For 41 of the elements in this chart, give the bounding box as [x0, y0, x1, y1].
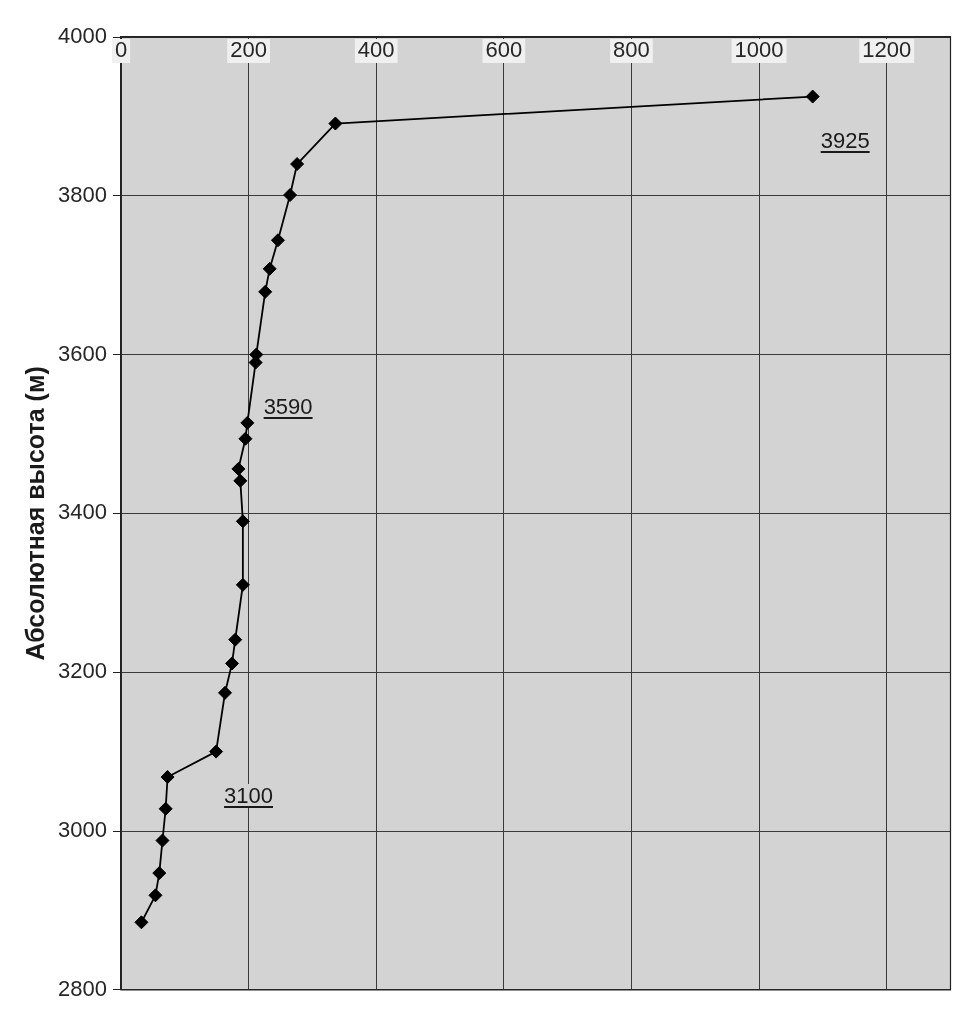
x-tick-label: 1200	[862, 37, 912, 63]
point	[233, 473, 248, 488]
x-tick-label: 200	[230, 37, 267, 63]
point	[160, 770, 175, 785]
point	[155, 833, 170, 848]
y-tick-label: 2800	[58, 975, 107, 1001]
y-tick-label: 4000	[58, 23, 107, 49]
point	[283, 188, 298, 203]
point	[148, 888, 163, 903]
y-tick-label: 3600	[58, 340, 107, 366]
y-tick-label: 3800	[58, 181, 107, 207]
point	[805, 89, 820, 104]
point	[134, 915, 149, 930]
y-tick-label: 3000	[58, 817, 107, 843]
point	[238, 431, 253, 446]
annotation: 3925	[818, 127, 872, 153]
point	[231, 461, 246, 476]
point	[235, 514, 250, 529]
point	[152, 866, 167, 881]
point	[328, 116, 343, 131]
x-tick-label: 800	[613, 37, 650, 63]
y-tick-label: 3200	[58, 658, 107, 684]
x-tick-label: 600	[485, 37, 523, 63]
point	[218, 685, 233, 700]
point	[158, 801, 173, 816]
point	[290, 157, 305, 172]
y-tick-label: 3400	[58, 499, 107, 525]
point	[262, 261, 277, 276]
annotation: 3100	[222, 782, 276, 808]
point	[235, 577, 250, 592]
annotation: 3590	[261, 393, 315, 419]
point	[270, 233, 285, 248]
point	[228, 632, 243, 647]
x-tick-label: 0	[114, 37, 128, 63]
point	[225, 656, 240, 671]
x-tick-label: 1000	[734, 37, 784, 63]
x-tick-label: 400	[357, 37, 395, 63]
point	[209, 744, 224, 759]
y-axis-title: Абсолютная высота (м)	[20, 366, 49, 661]
point	[258, 284, 273, 299]
point	[240, 415, 255, 430]
